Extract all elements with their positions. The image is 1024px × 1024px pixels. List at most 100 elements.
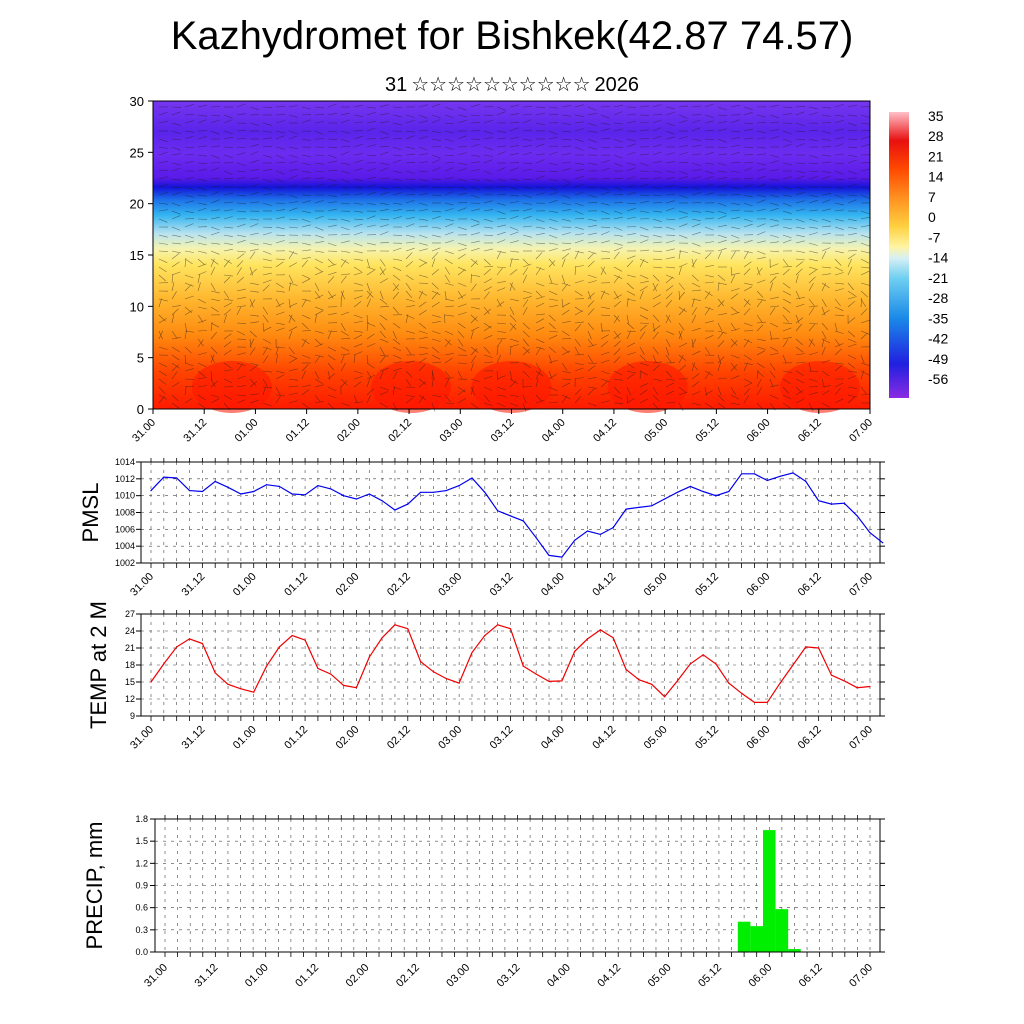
wind-barb (496, 339, 503, 348)
wind-barb (483, 170, 493, 175)
data-point (291, 634, 293, 637)
wind-barb (262, 378, 268, 387)
wind-barb (574, 210, 584, 215)
wind-barb (743, 128, 753, 132)
wind-barb (587, 354, 594, 363)
wind-barb (574, 226, 584, 230)
wind-barb (431, 130, 441, 134)
wind-barb (587, 330, 592, 340)
wind-barb (470, 283, 477, 292)
wind-barb (548, 162, 558, 166)
wind-barb (574, 265, 584, 268)
wind-barb (652, 322, 656, 332)
wind-barb (158, 192, 168, 196)
wind-barb (301, 274, 311, 280)
wind-barb (249, 151, 259, 156)
wind-barb (678, 330, 683, 340)
wind-barb (405, 394, 415, 398)
wind-barb (769, 224, 779, 228)
wind-barb (288, 314, 296, 322)
wind-barb (327, 402, 335, 410)
wind-barb (574, 183, 584, 188)
wind-barb (314, 170, 324, 173)
wind-barb (626, 226, 637, 228)
wind-barb (366, 112, 376, 116)
wind-barb (509, 370, 513, 380)
wind-barb (392, 291, 400, 300)
wind-barb (587, 224, 597, 228)
wind-barb (821, 122, 832, 124)
wind-barb (444, 370, 451, 379)
wind-barb (496, 322, 506, 325)
precip-bar (788, 949, 801, 952)
wind-barb (184, 346, 192, 354)
x-tick-label: 01.12 (282, 571, 310, 599)
wind-barb (522, 263, 532, 268)
wind-barb (808, 106, 818, 110)
wind-barb (847, 183, 857, 188)
wind-barb (314, 310, 324, 316)
wind-barb (431, 290, 441, 296)
wind-barb (184, 250, 194, 253)
wind-barb (314, 400, 324, 404)
wind-barb (353, 159, 363, 164)
wind-barb (691, 402, 701, 406)
wind-barb (496, 375, 506, 380)
data-point (484, 634, 486, 637)
wind-barb (808, 242, 818, 246)
data-point (407, 628, 409, 630)
wind-barb (639, 354, 647, 362)
wind-barb (366, 333, 375, 340)
wind-barb (639, 105, 649, 108)
wind-barb (327, 354, 336, 361)
wind-barb (379, 121, 389, 124)
wind-barb (652, 170, 662, 173)
wind-barb (652, 361, 662, 364)
wind-barb (327, 258, 335, 266)
wind-barb (795, 234, 805, 238)
wind-barb (587, 113, 597, 116)
wind-barb (535, 290, 543, 298)
wind-barb (275, 327, 285, 332)
x-tick-label: 04.00 (540, 417, 568, 445)
wind-barb (808, 170, 819, 172)
wind-barb (769, 129, 779, 132)
wind-barb (847, 177, 857, 180)
wind-barb (600, 322, 603, 332)
wind-barb (678, 161, 689, 164)
wind-barb (353, 218, 364, 220)
x-tick-label: 06.00 (744, 571, 772, 599)
wind-barb (496, 194, 507, 196)
wind-barb (626, 176, 636, 180)
wind-barb (236, 103, 246, 108)
wind-barb (743, 261, 752, 268)
x-tick-label: 02.12 (394, 962, 422, 990)
wind-barb (626, 260, 634, 268)
data-point (805, 480, 807, 482)
wind-barb (366, 343, 376, 348)
wind-barb (795, 250, 805, 253)
wind-barb (171, 308, 179, 316)
wind-barb (405, 378, 412, 387)
wind-barb (639, 306, 649, 312)
wind-barb (626, 373, 635, 380)
wind-barb (821, 306, 826, 316)
wind-barb (457, 162, 467, 165)
wind-barb (184, 146, 195, 149)
wind-barb (522, 299, 529, 308)
wind-barb (275, 194, 286, 196)
wind-barb (444, 357, 453, 364)
wind-barb (691, 282, 701, 288)
wind-barb (678, 308, 686, 316)
wind-barb (574, 265, 577, 276)
wind-barb (613, 194, 624, 196)
wind-barb (275, 170, 285, 175)
wind-barb (340, 130, 350, 134)
wind-barb (574, 168, 584, 172)
wind-barb (431, 247, 441, 252)
wind-barb (587, 376, 597, 380)
wind-barb (158, 362, 168, 368)
wind-barb (795, 398, 805, 404)
colorbar-label: 21 (928, 148, 944, 164)
wind-barb (366, 374, 376, 380)
